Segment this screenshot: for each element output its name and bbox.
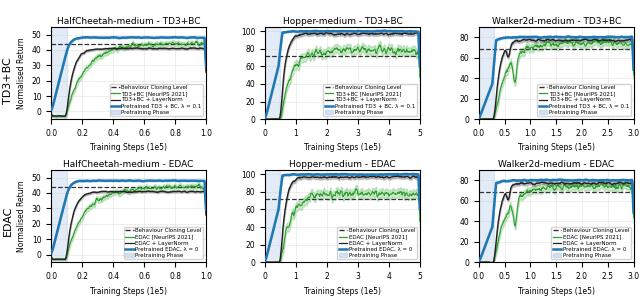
- Bar: [265, 170, 280, 262]
- X-axis label: Training Steps (1e5): Training Steps (1e5): [518, 143, 595, 152]
- Bar: [479, 27, 494, 119]
- Bar: [265, 27, 280, 119]
- Title: Hopper-medium - EDAC: Hopper-medium - EDAC: [289, 160, 396, 169]
- X-axis label: Training Steps (1e5): Training Steps (1e5): [304, 143, 381, 152]
- X-axis label: Training Steps (1e5): Training Steps (1e5): [90, 286, 167, 296]
- Title: Walker2d-medium - TD3+BC: Walker2d-medium - TD3+BC: [492, 17, 621, 26]
- Title: Walker2d-medium - EDAC: Walker2d-medium - EDAC: [498, 160, 614, 169]
- X-axis label: Training Steps (1e5): Training Steps (1e5): [90, 143, 167, 152]
- Y-axis label: Normalised Return: Normalised Return: [17, 180, 26, 252]
- Legend: Behaviour Cloning Level, EDAC [NeurIPS 2021], EDAC + LayerNorm, Pretrained EDAC,: Behaviour Cloning Level, EDAC [NeurIPS 2…: [337, 227, 417, 260]
- Bar: [51, 27, 67, 119]
- X-axis label: Training Steps (1e5): Training Steps (1e5): [304, 286, 381, 296]
- Title: Hopper-medium - TD3+BC: Hopper-medium - TD3+BC: [282, 17, 403, 26]
- Legend: Behaviour Cloning Level, EDAC [NeurIPS 2021], EDAC + LayerNorm, Pretrained EDAC,: Behaviour Cloning Level, EDAC [NeurIPS 2…: [124, 227, 204, 260]
- Legend: Behaviour Cloning Level, TD3+BC [NeurIPS 2021], TD3+BC + LayerNorm, Pretrained T: Behaviour Cloning Level, TD3+BC [NeurIPS…: [323, 83, 417, 116]
- Text: TD3+BC: TD3+BC: [3, 57, 13, 104]
- Bar: [479, 170, 494, 262]
- Legend: Behaviour Cloning Level, EDAC [NeurIPS 2021], EDAC + LayerNorm, Pretrained EDAC,: Behaviour Cloning Level, EDAC [NeurIPS 2…: [551, 227, 631, 260]
- Legend: Behaviour Cloning Level, TD3+BC [NeurIPS 2021], TD3+BC + LayerNorm, Pretrained T: Behaviour Cloning Level, TD3+BC [NeurIPS…: [537, 83, 631, 116]
- X-axis label: Training Steps (1e5): Training Steps (1e5): [518, 286, 595, 296]
- Title: HalfCheetah-medium - TD3+BC: HalfCheetah-medium - TD3+BC: [57, 17, 200, 26]
- Legend: Behaviour Cloning Level, TD3+BC [NeurIPS 2021], TD3+BC + LayerNorm, Pretrained T: Behaviour Cloning Level, TD3+BC [NeurIPS…: [109, 83, 204, 116]
- Title: HalfCheetah-medium - EDAC: HalfCheetah-medium - EDAC: [63, 160, 194, 169]
- Y-axis label: Normalised Return: Normalised Return: [17, 37, 26, 109]
- Bar: [51, 170, 67, 262]
- Text: EDAC: EDAC: [3, 205, 13, 236]
